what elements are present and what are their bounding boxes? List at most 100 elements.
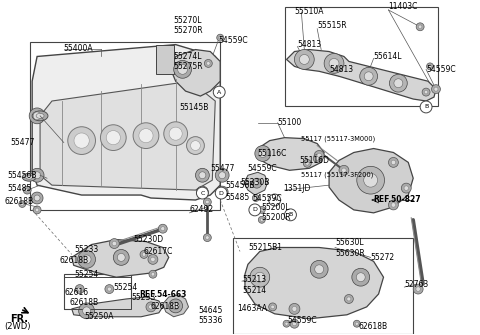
Circle shape (355, 322, 359, 325)
Circle shape (204, 198, 211, 206)
Circle shape (105, 285, 114, 293)
Circle shape (292, 307, 297, 311)
Circle shape (33, 112, 41, 120)
Circle shape (364, 72, 373, 81)
Text: 55275R: 55275R (174, 62, 204, 71)
Circle shape (422, 88, 430, 96)
Text: 54559C: 54559C (218, 36, 248, 45)
Circle shape (215, 187, 227, 199)
Circle shape (36, 208, 39, 212)
Circle shape (413, 284, 423, 294)
Circle shape (290, 319, 299, 328)
Circle shape (216, 186, 228, 198)
Polygon shape (244, 172, 268, 195)
Circle shape (292, 322, 297, 326)
Circle shape (30, 168, 44, 182)
Circle shape (23, 186, 31, 194)
Circle shape (427, 63, 433, 70)
Text: 55230D: 55230D (133, 235, 163, 244)
Ellipse shape (32, 111, 48, 121)
Circle shape (19, 200, 26, 207)
Ellipse shape (22, 173, 36, 181)
Text: 55272: 55272 (371, 253, 395, 262)
Text: 55456B: 55456B (7, 171, 37, 180)
Circle shape (339, 165, 349, 175)
Text: 62617C: 62617C (144, 247, 173, 256)
Polygon shape (245, 248, 384, 319)
Bar (64, 274, 131, 309)
Circle shape (315, 157, 319, 160)
Circle shape (424, 90, 428, 94)
Text: 54559C: 54559C (426, 65, 456, 74)
Text: 55213: 55213 (242, 275, 266, 284)
Circle shape (146, 302, 156, 312)
Text: C: C (200, 191, 204, 196)
Text: 54813: 54813 (329, 65, 353, 74)
Circle shape (356, 273, 365, 282)
Circle shape (139, 129, 153, 143)
Circle shape (161, 227, 165, 231)
Circle shape (324, 54, 344, 73)
Circle shape (82, 255, 91, 264)
Text: 55200L: 55200L (262, 203, 290, 212)
Bar (285, 7, 438, 106)
Bar (64, 277, 131, 309)
Circle shape (303, 159, 311, 167)
Circle shape (345, 294, 353, 304)
Circle shape (79, 303, 95, 319)
Circle shape (169, 299, 182, 313)
Circle shape (250, 267, 270, 287)
Ellipse shape (26, 175, 33, 179)
Text: 55233: 55233 (75, 245, 99, 254)
Circle shape (353, 320, 360, 327)
Circle shape (151, 272, 155, 276)
Circle shape (187, 137, 204, 154)
Circle shape (214, 87, 224, 97)
Text: B: B (288, 212, 293, 217)
Text: 62618B: 62618B (4, 197, 34, 206)
Circle shape (164, 122, 188, 145)
Text: 54559C: 54559C (288, 316, 317, 325)
Text: 55477: 55477 (210, 164, 235, 173)
Text: 62618B: 62618B (70, 298, 99, 308)
Text: 62618B: 62618B (151, 303, 180, 312)
Circle shape (215, 168, 229, 182)
Circle shape (429, 65, 432, 68)
Text: A: A (273, 198, 277, 202)
Text: 55230B: 55230B (240, 178, 269, 187)
Text: 55215B1: 55215B1 (248, 243, 282, 252)
Text: 55614L: 55614L (373, 52, 402, 61)
Text: 55117 (55117-3M000): 55117 (55117-3M000) (301, 135, 376, 142)
Circle shape (388, 200, 398, 210)
Circle shape (219, 36, 222, 39)
Circle shape (258, 206, 265, 213)
Circle shape (25, 188, 29, 192)
Circle shape (75, 285, 84, 293)
Text: B: B (424, 105, 428, 110)
Text: 52763: 52763 (404, 280, 429, 289)
Text: 54645: 54645 (198, 306, 223, 315)
Circle shape (283, 320, 290, 327)
Circle shape (254, 196, 257, 200)
Circle shape (289, 304, 300, 314)
Circle shape (33, 206, 41, 214)
Circle shape (199, 172, 206, 179)
Circle shape (112, 241, 117, 246)
Circle shape (140, 251, 148, 258)
Circle shape (205, 236, 209, 240)
Circle shape (106, 131, 120, 145)
Text: 55274L: 55274L (174, 52, 202, 61)
Circle shape (434, 87, 438, 91)
Text: 55270R: 55270R (174, 26, 204, 35)
Circle shape (149, 305, 153, 309)
Text: 55117 (55117-3F200): 55117 (55117-3F200) (301, 172, 374, 179)
Circle shape (432, 85, 441, 93)
Circle shape (389, 74, 407, 92)
Circle shape (249, 204, 261, 216)
Circle shape (419, 25, 422, 28)
Polygon shape (40, 81, 215, 190)
Text: 55254: 55254 (75, 270, 99, 279)
Text: 55336: 55336 (198, 316, 223, 325)
Circle shape (158, 224, 167, 233)
Circle shape (254, 181, 259, 185)
